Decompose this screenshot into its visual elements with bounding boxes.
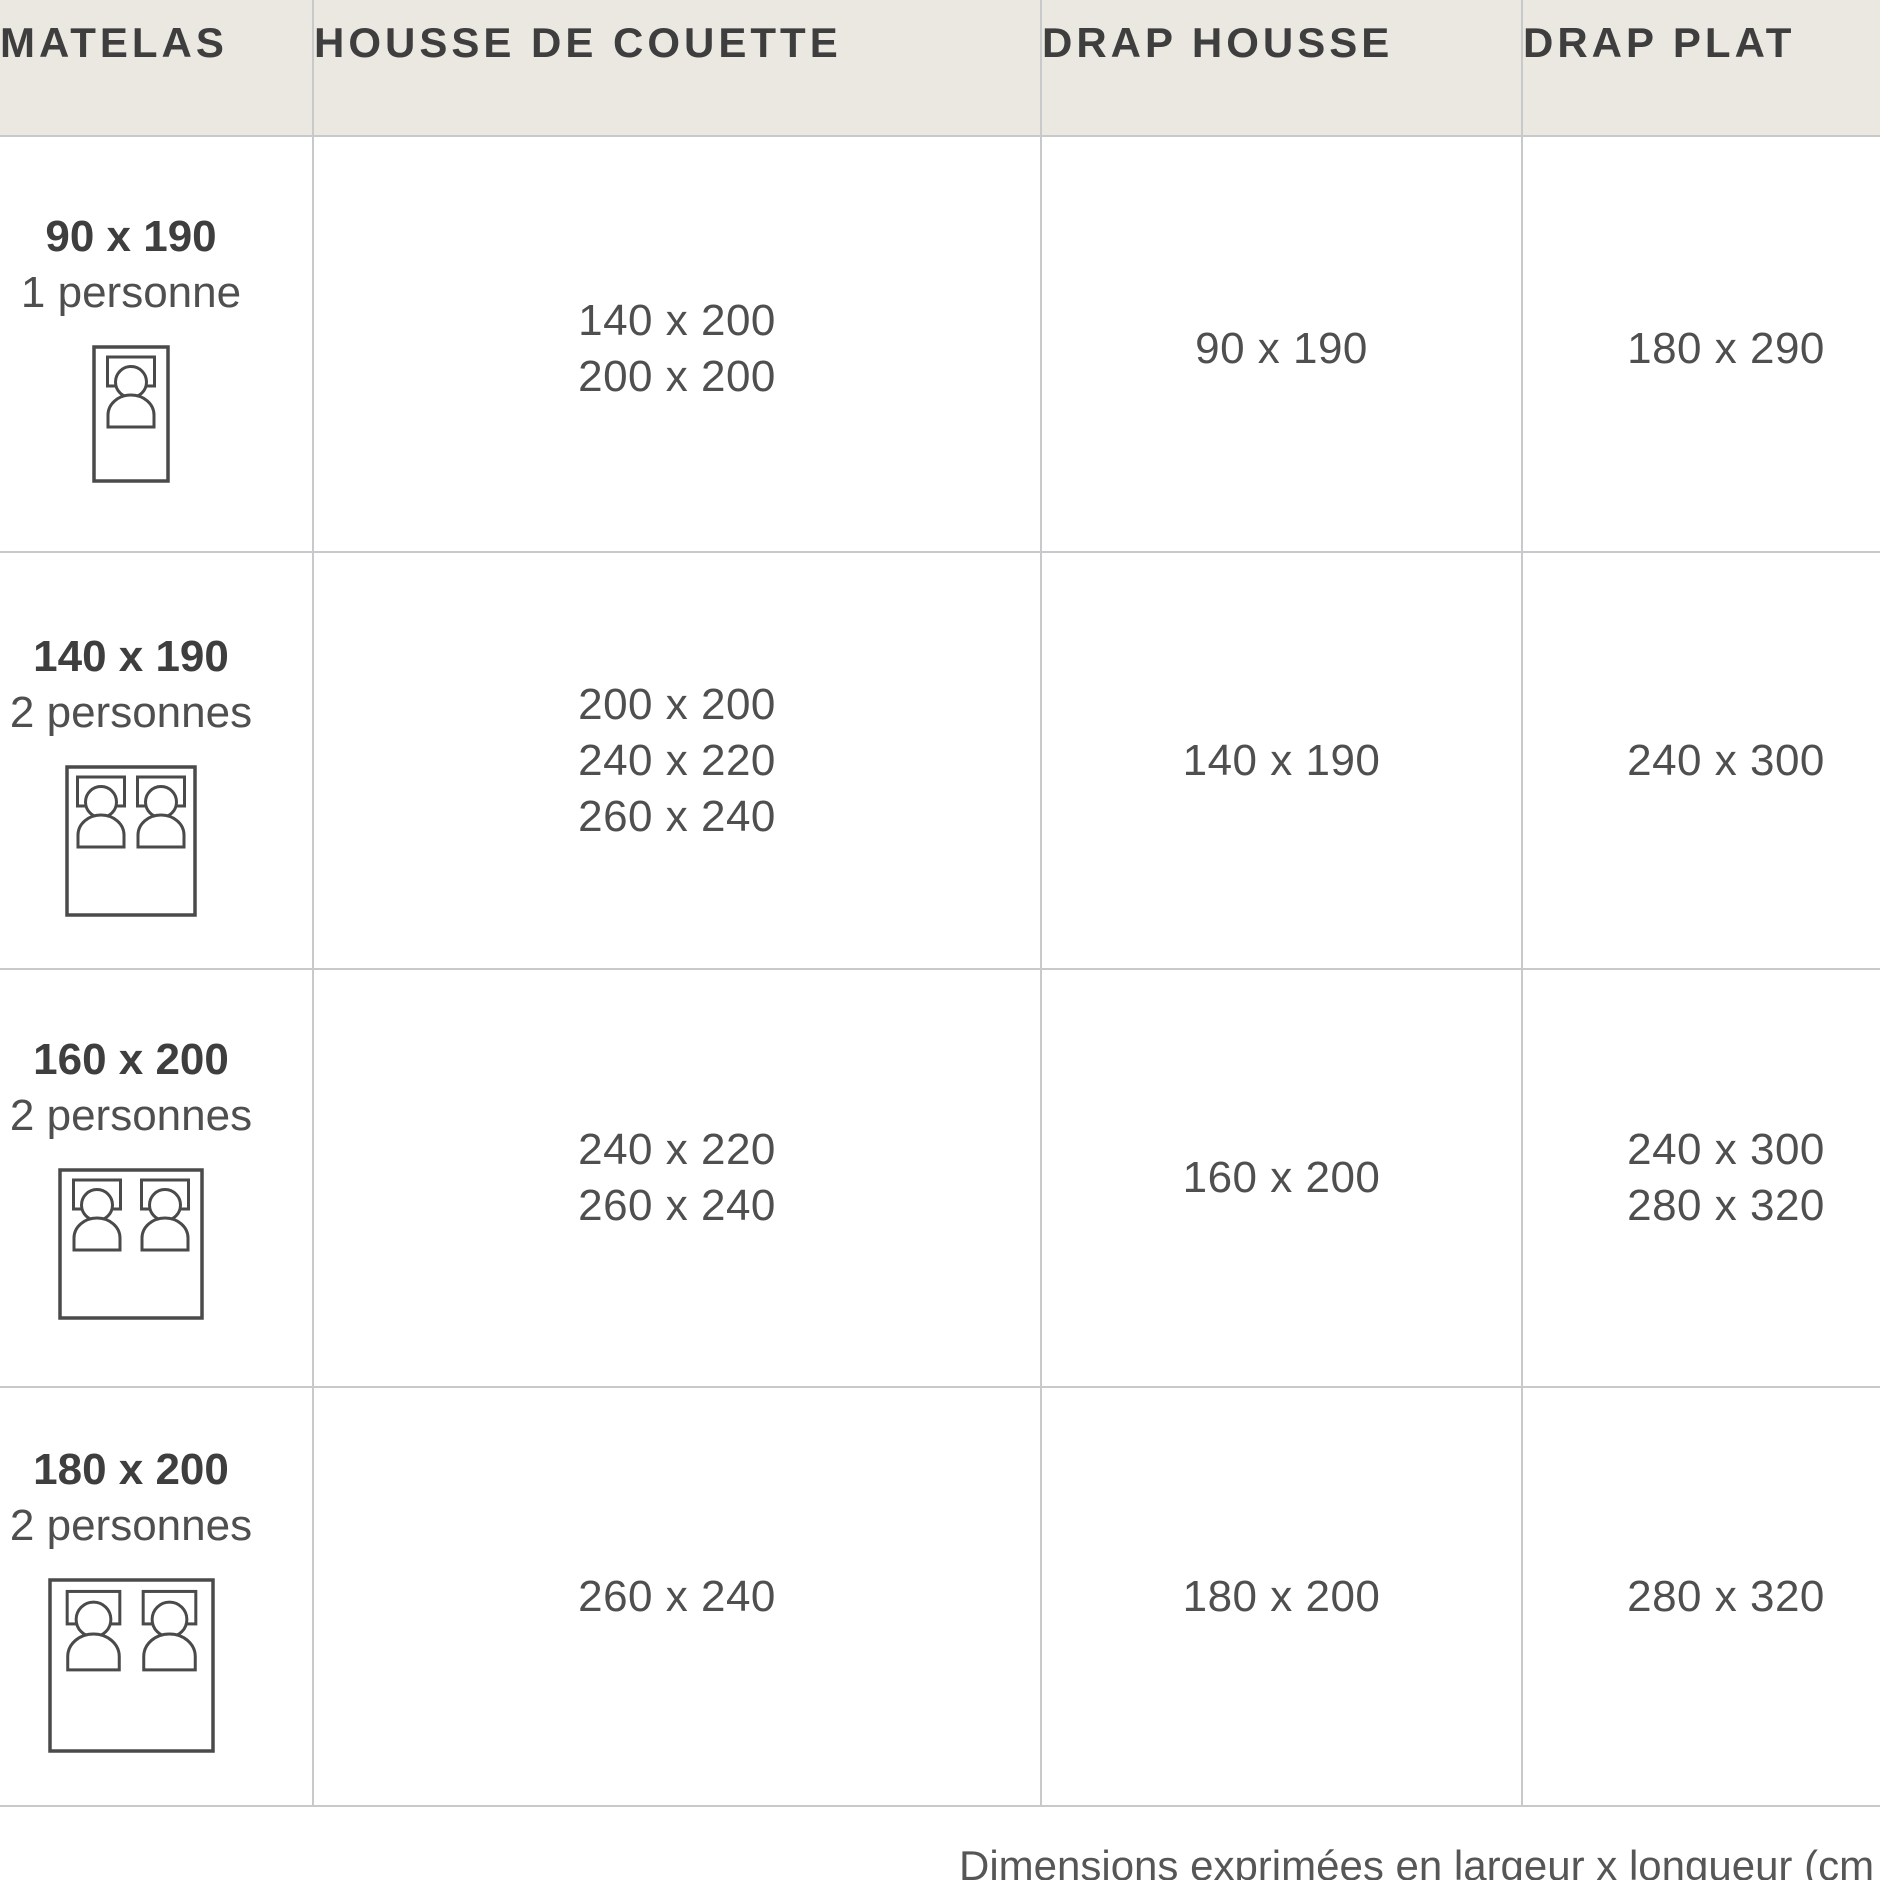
drap-housse-cell: 140 x 190 [1040,553,1521,970]
mattress-cell-180x200: 180 x 200 2 personnes [0,1388,312,1807]
mattress-capacity: 2 personnes [9,1501,253,1550]
col-header-housse-de-couette: HOUSSE DE COUETTE [312,0,1040,137]
drap-housse-cell: 180 x 200 [1040,1388,1521,1807]
size-value: 200 x 200 [578,679,776,729]
drap-housse-cell: 160 x 200 [1040,970,1521,1388]
mattress-cell-140x190: 140 x 190 2 personnes [0,553,312,970]
double-bed-icon [47,1578,215,1753]
housse-de-couette-cell: 260 x 240 [312,1388,1040,1807]
col-header-matelas-label: MATELAS [0,19,228,66]
mattress-cell-160x200: 160 x 200 2 personnes [0,970,312,1388]
size-value: 240 x 300 [1627,1125,1825,1174]
size-value: 260 x 240 [578,791,776,841]
col-header-drap-plat: DRAP PLAT [1521,0,1880,137]
mattress-capacity: 1 personne [20,268,242,317]
double-bed-icon [58,1168,204,1320]
col-header-housse-de-couette-label: HOUSSE DE COUETTE [314,19,842,66]
mattress-size: 140 x 190 [33,632,229,681]
housse-de-couette-cell: 200 x 200 240 x 220 260 x 240 [312,553,1040,970]
size-value: 280 x 320 [1627,1571,1825,1621]
mattress-size: 160 x 200 [33,1035,229,1084]
size-value: 180 x 290 [1627,324,1825,373]
size-value: 280 x 320 [1627,1181,1825,1230]
double-bed-icon [65,765,197,917]
drap-housse-cell: 90 x 190 [1040,137,1521,553]
size-value: 240 x 300 [1627,735,1825,785]
size-value: 200 x 200 [578,352,776,401]
drap-plat-cell: 180 x 290 [1521,137,1880,553]
housse-de-couette-cell: 140 x 200 200 x 200 [312,137,1040,553]
col-header-drap-housse-label: DRAP HOUSSE [1042,19,1394,66]
mattress-size: 90 x 190 [45,212,217,261]
size-value: 260 x 240 [578,1181,776,1230]
size-value: 140 x 190 [1182,735,1381,785]
single-bed-icon [92,345,170,483]
housse-de-couette-cell: 240 x 220 260 x 240 [312,970,1040,1388]
size-value: 180 x 200 [1182,1571,1381,1621]
col-header-drap-plat-label: DRAP PLAT [1523,19,1796,66]
mattress-capacity: 2 personnes [9,1091,253,1140]
mattress-cell-90x190: 90 x 190 1 personne [0,137,312,553]
mattress-capacity: 2 personnes [9,688,253,737]
size-value: 140 x 200 [578,296,776,345]
size-value: 240 x 220 [578,1125,776,1174]
drap-plat-cell: 240 x 300 [1521,553,1880,970]
size-value: 240 x 220 [578,735,776,785]
drap-plat-cell: 280 x 320 [1521,1388,1880,1807]
drap-plat-cell: 240 x 300 280 x 320 [1521,970,1880,1388]
bedding-size-table: MATELAS HOUSSE DE COUETTE DRAP HOUSSE DR… [0,0,1880,1807]
col-header-matelas: MATELAS [0,0,312,137]
size-value: 90 x 190 [1195,324,1368,373]
col-header-drap-housse: DRAP HOUSSE [1040,0,1521,137]
size-value: 260 x 240 [578,1571,776,1621]
size-value: 160 x 200 [1182,1153,1381,1202]
mattress-size: 180 x 200 [33,1445,229,1494]
dimensions-note: Dimensions exprimées en largeur x longue… [959,1842,1875,1880]
